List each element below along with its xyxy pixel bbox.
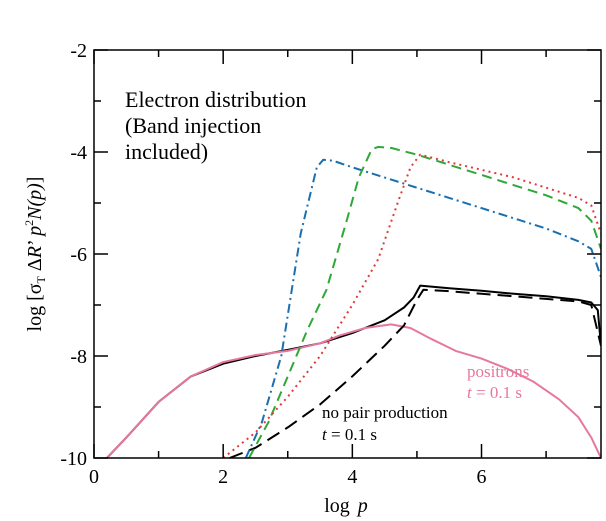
y-axis-sup: 2: [22, 220, 36, 226]
y-axis-prefix: log [: [24, 294, 46, 331]
annot-nopair-t: t: [322, 425, 328, 444]
plot-area: 0 2 4 6 -10 -8 -6 -4 -2: [60, 40, 602, 488]
y-tick-label--8: -8: [70, 346, 87, 368]
annot-title-line-2: (Band injection: [125, 113, 261, 138]
y-axis-close: ]: [24, 177, 46, 184]
y-axis-mid: Δ: [24, 258, 46, 276]
x-axis-prefix: log: [324, 495, 350, 517]
y-tick-label--2: -2: [70, 40, 87, 62]
series-line-5: [248, 145, 601, 458]
series-layer: [106, 145, 601, 458]
annot-positrons-t: t: [467, 383, 473, 402]
y-axis-sub: T: [34, 275, 48, 283]
y-tick-label--4: -4: [70, 142, 87, 164]
ticks-layer: 0 2 4 6 -10 -8 -6 -4 -2: [60, 40, 601, 488]
annot-positrons-time: t = 0.1 s: [467, 383, 522, 402]
y-axis-R: R: [24, 246, 46, 259]
y-axis-p: p: [24, 226, 46, 238]
y-tick-label--10: -10: [60, 448, 87, 470]
annotations: Electron distribution (Band injection in…: [125, 87, 529, 444]
x-axis-title: log p: [324, 495, 368, 517]
annot-title-line-3: included): [125, 139, 208, 164]
x-tick-label-2: 2: [218, 466, 228, 488]
annot-nopair-t-val: = 0.1 s: [327, 425, 377, 444]
series-line-2: [106, 323, 601, 458]
annot-positrons-label: positrons: [467, 362, 529, 381]
x-tick-label-6: 6: [477, 466, 487, 488]
x-tick-label-0: 0: [89, 466, 99, 488]
annot-title-line-1: Electron distribution: [125, 87, 306, 112]
y-tick-label--6: -6: [70, 244, 87, 266]
series-line-6: [222, 153, 601, 458]
series-line-4: [244, 158, 601, 458]
annot-nopair-time: t = 0.1 s: [322, 425, 377, 444]
y-axis-np: (p): [24, 183, 46, 207]
y-axis-title: log [σT ΔR’ p2N(p)]: [22, 177, 48, 332]
x-axis-var: p: [356, 495, 368, 517]
annot-positrons-t-val: = 0.1 s: [472, 383, 522, 402]
y-axis-sigma: σ: [24, 283, 46, 294]
annot-nopair-label: no pair production: [322, 403, 448, 422]
y-axis-prime: ’: [24, 236, 46, 246]
series-line-3: [229, 288, 601, 458]
x-tick-label-4: 4: [347, 466, 357, 488]
y-axis-N: N: [24, 205, 46, 221]
